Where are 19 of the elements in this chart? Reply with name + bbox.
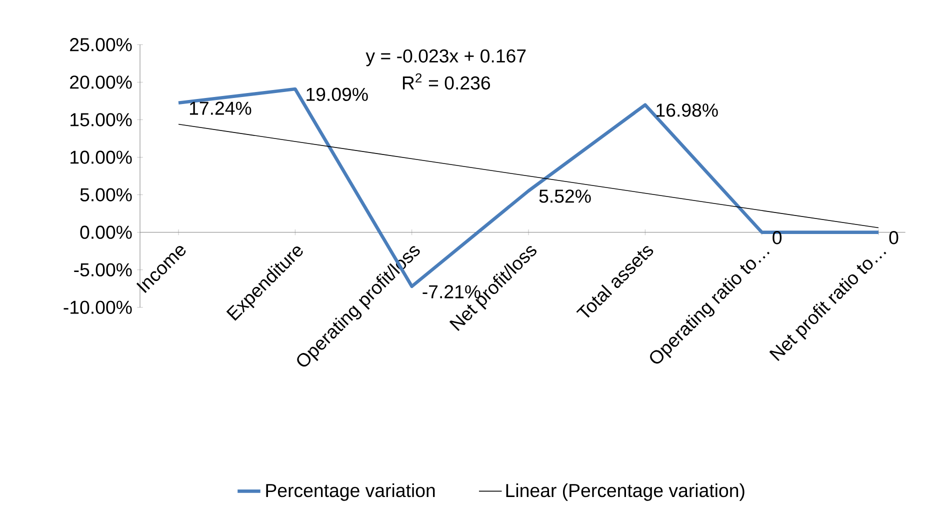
data-label: 0 bbox=[889, 231, 898, 244]
annotation: R$^{2}$ = 0.236 bbox=[402, 73, 490, 90]
data-label: 16.98% bbox=[656, 104, 718, 117]
data-label: 19.09% bbox=[306, 88, 368, 101]
y-tick-label: 10.00% bbox=[70, 150, 132, 164]
y-tick-label: 0.00% bbox=[80, 226, 132, 239]
y-tick-label: 25.00% bbox=[70, 38, 132, 52]
legend-label: Percentage variation bbox=[266, 483, 435, 501]
data-label: 5.52% bbox=[539, 190, 591, 203]
legend-label: Linear (Percentage variation) bbox=[506, 483, 744, 501]
line-series bbox=[178, 124, 879, 228]
y-tick-label: 15.00% bbox=[70, 113, 132, 126]
data-label: 0 bbox=[772, 231, 782, 244]
data-label: 17.24% bbox=[190, 102, 252, 115]
y-tick-label: -5.00% bbox=[74, 263, 132, 276]
annotation: y = -0.023x + 0.167 bbox=[366, 49, 526, 66]
y-tick-label: 20.00% bbox=[70, 76, 132, 89]
y-tick-label: -10.00% bbox=[64, 300, 132, 314]
y-tick-label: 5.00% bbox=[80, 188, 132, 202]
